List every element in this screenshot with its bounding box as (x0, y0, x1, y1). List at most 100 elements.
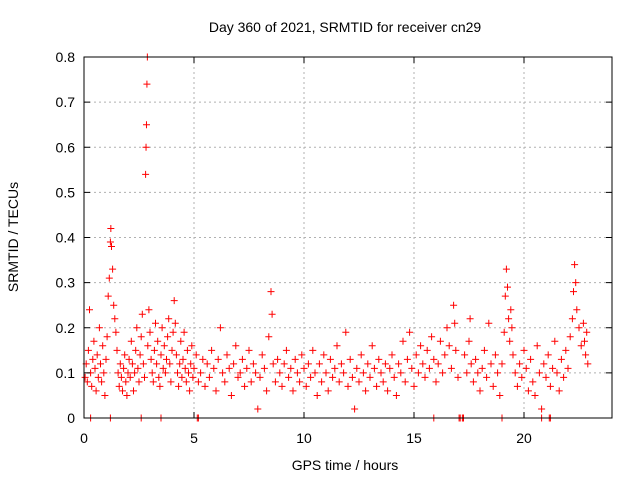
data-point (234, 373, 242, 381)
data-point (285, 373, 293, 381)
data-point (318, 378, 326, 386)
data-point (562, 346, 570, 354)
data-point (147, 355, 155, 363)
data-point (568, 315, 576, 323)
data-point (313, 391, 321, 399)
data-point (208, 346, 216, 354)
y-tick-label: 0 (67, 410, 75, 426)
data-point (188, 342, 196, 350)
data-point (373, 382, 381, 390)
data-point (302, 382, 310, 390)
data-point (507, 306, 515, 314)
chart-title: Day 360 of 2021, SRMTID for receiver cn2… (209, 19, 482, 35)
data-point (463, 369, 471, 377)
data-point (192, 351, 200, 359)
data-point (165, 315, 173, 323)
data-points (81, 53, 592, 422)
data-point (425, 364, 433, 372)
data-point (564, 364, 572, 372)
data-point (570, 288, 577, 296)
data-point (401, 378, 409, 386)
data-point (386, 364, 394, 372)
data-point (423, 346, 431, 354)
y-tick-label: 0.2 (56, 320, 76, 336)
data-point (126, 373, 134, 381)
y-tick-label: 0.5 (56, 184, 76, 200)
data-point (186, 387, 194, 395)
data-point (370, 364, 378, 372)
data-point (362, 387, 370, 395)
data-point (142, 170, 150, 178)
data-point (123, 391, 131, 399)
data-point (116, 360, 124, 368)
data-point (252, 369, 260, 377)
data-point (247, 378, 255, 386)
data-point (522, 364, 530, 372)
data-point (260, 364, 268, 372)
data-point (163, 355, 170, 363)
data-point (164, 333, 172, 341)
data-point (581, 337, 588, 345)
data-point (210, 364, 218, 372)
data-point (513, 382, 521, 390)
data-point (307, 373, 315, 381)
data-point (566, 333, 574, 341)
data-point (529, 378, 537, 386)
data-point (154, 337, 162, 345)
data-point (452, 346, 460, 354)
data-point (293, 369, 301, 377)
data-point (434, 360, 442, 368)
data-point (414, 369, 422, 377)
data-point (483, 373, 491, 381)
data-point (171, 319, 179, 327)
data-point (344, 382, 352, 390)
data-point (104, 292, 112, 300)
data-point (348, 373, 356, 381)
data-point (454, 373, 462, 381)
y-axis-label: SRMTID / TECUs (5, 182, 21, 292)
data-point (223, 351, 231, 359)
data-point (436, 337, 444, 345)
y-tick-label: 0.3 (56, 275, 76, 291)
data-point (516, 360, 524, 368)
data-point (110, 301, 118, 309)
data-point (533, 342, 541, 350)
data-point (557, 355, 565, 363)
data-point (579, 319, 587, 327)
data-point (489, 382, 497, 390)
data-point (300, 364, 308, 372)
data-point (135, 378, 143, 386)
data-point (560, 373, 568, 381)
data-point (183, 346, 191, 354)
data-point (326, 355, 334, 363)
data-point (311, 369, 319, 377)
data-point (243, 364, 251, 372)
data-point (178, 373, 186, 381)
data-point (340, 369, 348, 377)
data-point (583, 328, 591, 336)
data-point (538, 405, 546, 413)
data-point (320, 351, 328, 359)
data-point (144, 342, 152, 350)
data-point (412, 351, 420, 359)
data-point (83, 378, 91, 386)
data-point (364, 360, 372, 368)
data-point (203, 360, 211, 368)
data-point (93, 351, 101, 359)
data-point (417, 342, 425, 350)
data-point (496, 391, 504, 399)
data-point (469, 378, 477, 386)
data-point (136, 351, 144, 359)
data-point (134, 364, 142, 372)
data-point (99, 342, 107, 350)
data-point (395, 360, 403, 368)
data-point (199, 355, 207, 363)
y-tick-label: 0.6 (56, 139, 76, 155)
data-point (461, 351, 469, 359)
data-point (133, 324, 141, 332)
data-point (145, 306, 153, 314)
data-point (216, 324, 224, 332)
data-point (472, 355, 480, 363)
x-tick-label: 15 (406, 430, 422, 446)
